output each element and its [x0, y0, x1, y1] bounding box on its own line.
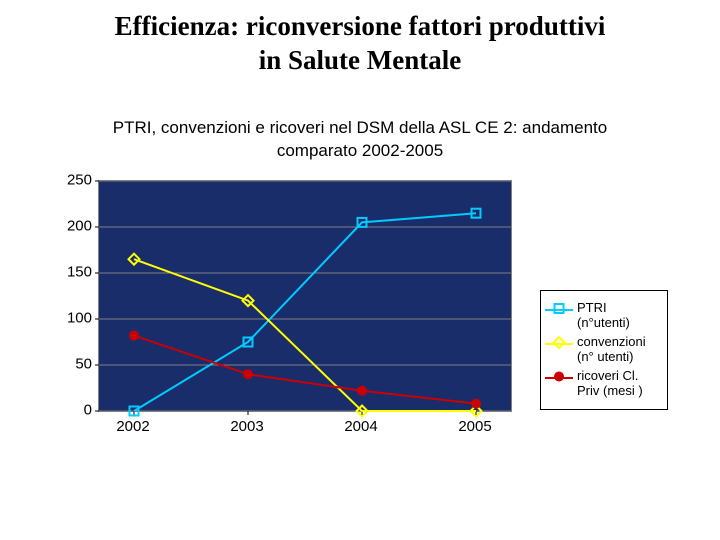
plot-background [98, 180, 512, 412]
x-tick-label: 2005 [458, 418, 491, 435]
chart-title: PTRI, convenzioni e ricoveri nel DSM del… [30, 105, 690, 163]
y-tick-label: 250 [67, 172, 92, 189]
data-point [243, 369, 253, 379]
y-tick-label: 0 [84, 402, 92, 419]
y-tick-label: 150 [67, 264, 92, 281]
chart-container: PTRI, convenzioni e ricoveri nel DSM del… [30, 105, 690, 510]
x-tick-label: 2003 [230, 418, 263, 435]
data-point [129, 331, 139, 341]
series-line [134, 213, 476, 411]
slide-title-line2: in Salute Mentale [259, 45, 462, 75]
data-point [357, 386, 367, 396]
y-tick-label: 200 [67, 218, 92, 235]
line-chart-svg [99, 181, 511, 411]
plot-area: 050100150200250 2002200320042005 [70, 180, 540, 450]
legend-label: ricoveri Cl. Priv (mesi ) [577, 369, 663, 399]
x-tick-label: 2002 [116, 418, 149, 435]
y-tick-label: 50 [75, 356, 92, 373]
legend-swatch [545, 371, 573, 385]
legend-swatch [545, 303, 573, 317]
legend-item: ricoveri Cl. Priv (mesi ) [545, 369, 663, 399]
legend: PTRI (n°utenti) convenzioni (n° utenti) ri… [540, 290, 668, 410]
slide-title-line1: Efficienza: riconversione fattori produt… [115, 11, 606, 41]
data-point [471, 399, 481, 409]
series-line [134, 336, 476, 404]
y-tick-label: 100 [67, 310, 92, 327]
legend-swatch [545, 337, 573, 351]
chart-title-line2: comparato 2002-2005 [277, 141, 443, 160]
x-tick-label: 2004 [344, 418, 377, 435]
legend-item: convenzioni (n° utenti) [545, 335, 663, 365]
chart-title-line1: PTRI, convenzioni e ricoveri nel DSM del… [113, 118, 608, 137]
legend-label: PTRI (n°utenti) [577, 301, 663, 331]
slide-title: Efficienza: riconversione fattori produt… [0, 0, 720, 78]
legend-label: convenzioni (n° utenti) [577, 335, 663, 365]
legend-item: PTRI (n°utenti) [545, 301, 663, 331]
